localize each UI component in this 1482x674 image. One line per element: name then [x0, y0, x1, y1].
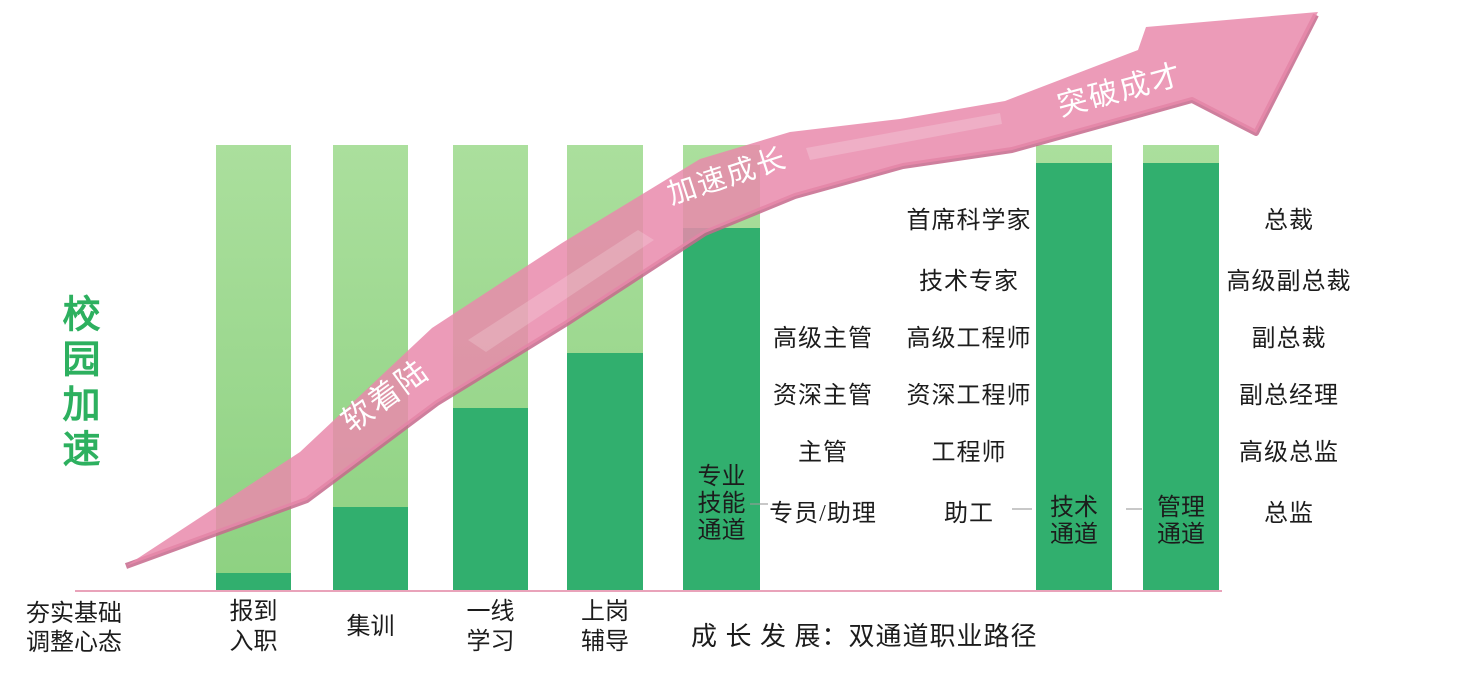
ladder-professional-track-item: 资深主管 — [773, 383, 873, 409]
bar-caption: 管理 通道 — [1157, 495, 1205, 548]
bar-caption: 技术 通道 — [1050, 495, 1098, 548]
axis-label-jixun: 集训 — [346, 614, 395, 640]
ladder-management-track-item: 总裁 — [1264, 208, 1314, 234]
ladder-technical-track-item: 技术专家 — [919, 269, 1019, 295]
connector-dash — [1012, 508, 1032, 510]
connector-dash — [1126, 508, 1142, 510]
ladder-technical-track-item: 工程师 — [931, 440, 1007, 466]
ladder-management-track-item: 高级总监 — [1239, 440, 1339, 466]
ladder-technical-track-item: 首席科学家 — [906, 208, 1032, 234]
campus-acceleration-title: 校园加速 — [56, 294, 98, 474]
bar-yixian-xuexi — [453, 145, 528, 591]
ladder-management-track-item: 副总裁 — [1251, 326, 1327, 352]
bar-dark-segment — [453, 408, 528, 591]
ladder-technical-track-item: 高级工程师 — [906, 326, 1032, 352]
axis-label-baodao-ruzhi: 报到 入职 — [229, 599, 278, 655]
ladder-management-track-item: 高级副总裁 — [1226, 269, 1352, 295]
axis-label-shanggang-fudao: 上岗 辅导 — [581, 599, 629, 655]
bar-zhuanye-jineng-tongdao: 专业 技能 通道 — [683, 145, 760, 591]
axis-label-yixian-xuexi: 一线 学习 — [466, 599, 515, 655]
bar-jishu-tongdao: 技术 通道 — [1036, 145, 1112, 591]
ladder-management-track-item: 总监 — [1264, 501, 1314, 527]
ladder-technical-track-item: 助工 — [944, 501, 994, 527]
bar-guanli-tongdao: 管理 通道 — [1143, 145, 1219, 591]
ladder-professional-track-item: 高级主管 — [773, 326, 873, 352]
bar-baodao-ruzhi — [216, 145, 291, 591]
ladder-professional-track-item: 专员/助理 — [769, 501, 877, 527]
dual-channel-career-path-title: 成 长 发 展：双通道职业路径 — [691, 622, 1038, 651]
bar-shanggang-fudao — [567, 145, 643, 591]
bar-dark-segment — [567, 353, 643, 591]
connector-dash — [750, 503, 768, 505]
ladder-management-track-item: 副总经理 — [1239, 383, 1339, 409]
bar-dark-segment — [216, 573, 291, 591]
ladder-technical-track-item: 资深工程师 — [906, 383, 1032, 409]
foundation-mindset-caption: 夯实基础 调整心态 — [26, 601, 122, 656]
bar-dark-segment — [333, 507, 408, 591]
ladder-professional-track-item: 主管 — [798, 440, 848, 466]
